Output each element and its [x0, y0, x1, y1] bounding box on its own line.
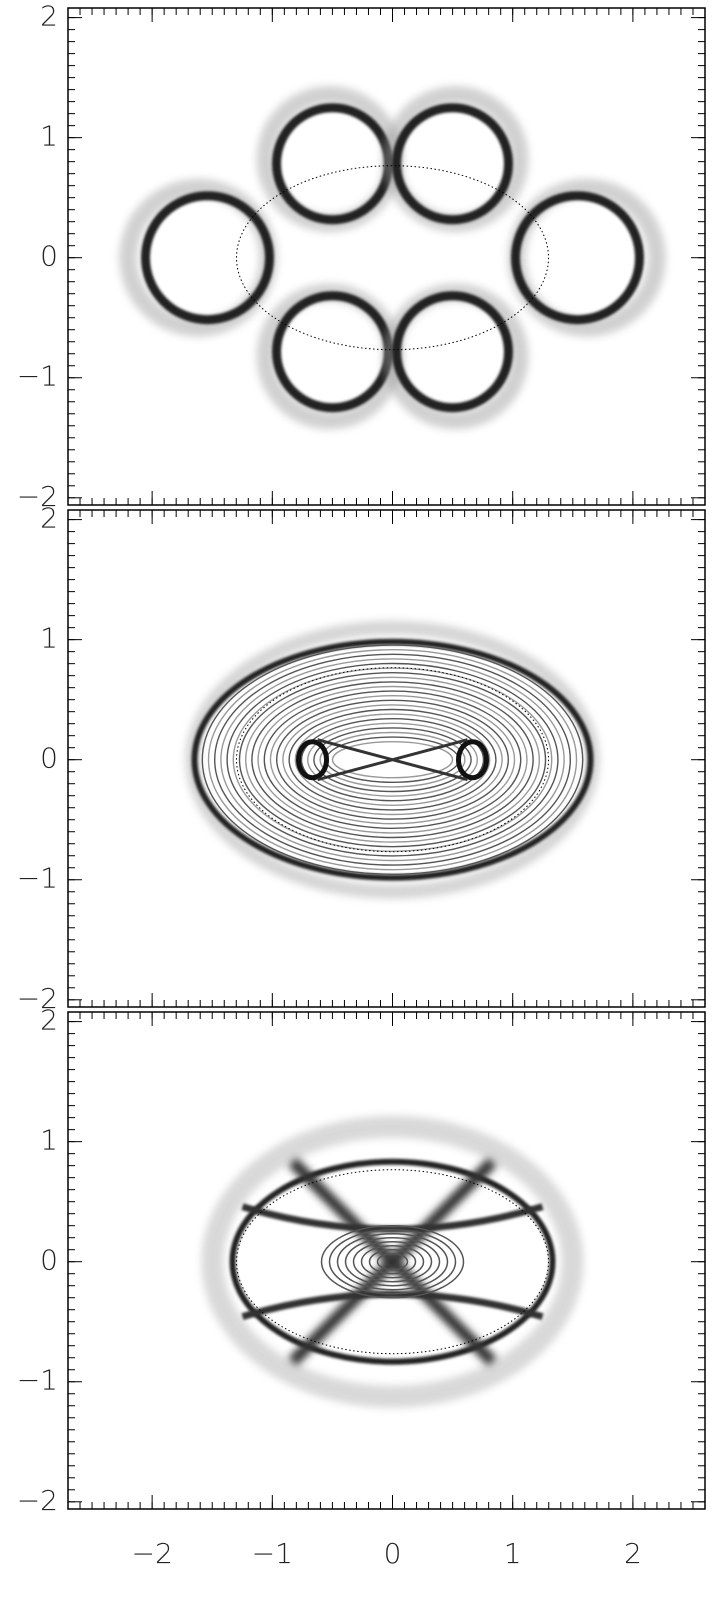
- frame: [67, 509, 706, 1008]
- wave-fringe: [319, 731, 466, 788]
- wave-fringe: [269, 695, 516, 825]
- boundary: [236, 165, 550, 351]
- frame: [67, 1011, 706, 1510]
- y-tick-label: −1: [17, 1364, 58, 1397]
- wave-focus: [456, 739, 490, 781]
- wave-fringe: [276, 699, 510, 820]
- y-tick-label: 2: [40, 502, 58, 535]
- wave-fringe: [288, 708, 497, 811]
- wave-fringe: [336, 1232, 449, 1291]
- y-tick-label: 2: [40, 0, 58, 33]
- wave-fringe: [232, 667, 553, 853]
- x-tick-label: 2: [624, 1537, 642, 1570]
- wave-halo: [201, 1115, 584, 1408]
- x-tick-label: −1: [252, 1537, 293, 1570]
- wave-fringe: [282, 704, 503, 816]
- wave-focus: [296, 739, 330, 781]
- wave-image: [201, 1115, 584, 1408]
- y-tick-label: −1: [17, 360, 58, 393]
- wave-front: [191, 638, 594, 881]
- boundary: [236, 667, 550, 853]
- wave-cross: [317, 738, 468, 782]
- y-tick-label: 2: [40, 1004, 58, 1037]
- wave-fringe: [251, 681, 534, 839]
- frame: [67, 7, 706, 506]
- wave-fringe: [226, 662, 559, 857]
- y-tick-label: −2: [17, 1484, 58, 1517]
- wave-fringe: [214, 653, 572, 866]
- y-tick-label: 0: [40, 240, 58, 273]
- y-tick-label: −2: [17, 982, 58, 1015]
- wave-ring: [272, 103, 394, 225]
- wave-fringe: [307, 722, 479, 797]
- wave-ring: [272, 291, 394, 413]
- y-tick-label: 1: [40, 120, 58, 153]
- wave-fringe: [207, 649, 578, 871]
- panel: −2 −1 0 1 2 −2 −1 0 1 2: [17, 1004, 706, 1570]
- wave-image: [119, 86, 666, 430]
- y-tick-label: 0: [40, 1244, 58, 1277]
- wave-fringe: [352, 1240, 433, 1283]
- wave-fringe: [360, 1244, 425, 1279]
- wave-fringe: [245, 676, 541, 843]
- wave-fringe: [263, 690, 522, 830]
- wave-fringe: [300, 718, 485, 802]
- x-tick-label: 1: [504, 1537, 522, 1570]
- wave-fringe: [238, 672, 547, 848]
- wave-fringe: [320, 1224, 465, 1299]
- x-tick-label: −2: [131, 1537, 172, 1570]
- y-tick-label: 0: [40, 742, 58, 775]
- wave-fringe: [331, 741, 454, 779]
- wave-fringe: [201, 644, 584, 876]
- wave-fringe: [344, 1236, 441, 1287]
- boundary: [236, 1169, 550, 1355]
- wave-fringe: [313, 727, 472, 793]
- wave-ring: [511, 191, 645, 325]
- wave-fringe: [376, 1252, 409, 1271]
- x-tick-label: 0: [384, 1537, 402, 1570]
- wave-fringe: [220, 658, 565, 862]
- y-tick-label: −2: [17, 480, 58, 513]
- y-tick-label: 1: [40, 622, 58, 655]
- wave-front: [229, 1158, 556, 1365]
- wave-ring: [392, 291, 514, 413]
- panel: −2 −1 0 1 2: [17, 0, 706, 513]
- y-tick-label: −1: [17, 862, 58, 895]
- wave-fringe: [328, 1228, 457, 1295]
- y-tick-label: 1: [40, 1124, 58, 1157]
- wave-cross: [288, 1157, 497, 1366]
- wave-fringe: [368, 1248, 417, 1275]
- wave-ring: [141, 191, 275, 325]
- wave-fringe: [294, 713, 491, 807]
- wave-fringe: [257, 685, 528, 834]
- wave-ring: [392, 103, 514, 225]
- wave-image: [185, 620, 600, 899]
- panel: −2 −1 0 1 2: [17, 502, 706, 1015]
